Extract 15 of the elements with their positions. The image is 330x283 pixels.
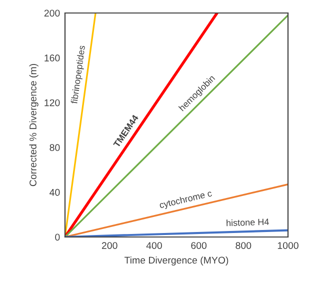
text: fibrinopeptides (70, 45, 87, 104)
x-tick-label: 400 (146, 242, 162, 249)
x-axis-title: Time Divergence (MYO) (124, 256, 228, 266)
y-tick-label: 120 (44, 99, 60, 106)
y-tick-label: 80 (50, 144, 60, 152)
y-tick-label: 160 (44, 54, 60, 62)
x-tick-label: 600 (191, 242, 207, 249)
series-label: histone H4 (226, 218, 269, 226)
x-tick-label: 200 (102, 242, 118, 249)
y-tick-label: 0 (55, 234, 60, 241)
y-axis-title: Corrected % Divergence (m) (29, 64, 38, 186)
y-tick-label: 40 (50, 188, 60, 196)
x-tick-label: 1000 (278, 242, 298, 249)
y-tick-label: 200 (44, 10, 60, 17)
x-tick-label: 800 (236, 242, 252, 249)
